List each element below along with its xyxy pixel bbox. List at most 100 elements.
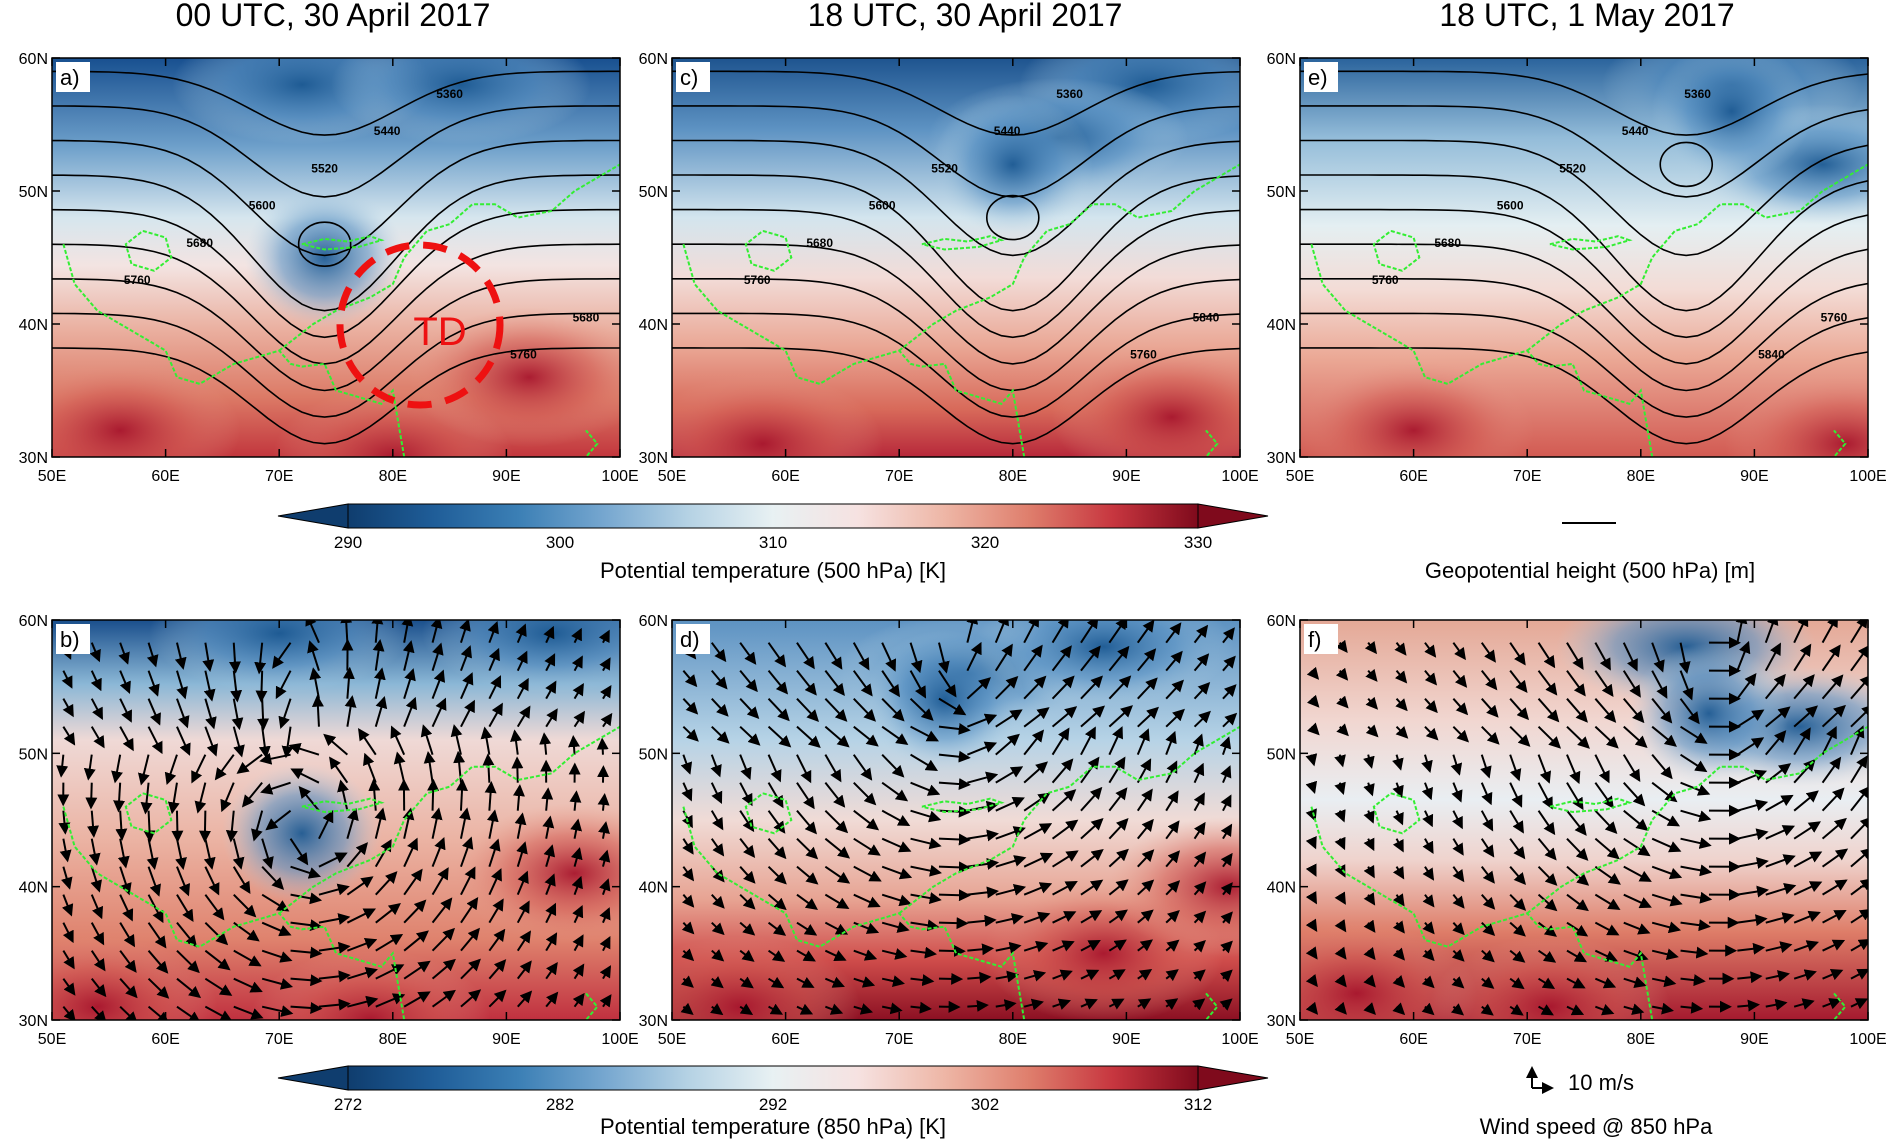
wind-vector [853, 725, 879, 747]
wind-vector [1623, 725, 1648, 749]
wind-vector [599, 907, 611, 924]
wind-vector [1764, 673, 1786, 700]
wind-vector [1452, 670, 1468, 688]
wind-vector [539, 732, 552, 755]
wind-vector [739, 642, 757, 665]
wind-vector [1765, 706, 1791, 728]
wind-vector [232, 838, 245, 870]
panel-frame [1299, 57, 1869, 458]
wind-vector [682, 697, 699, 715]
wind-vector [204, 977, 233, 996]
x-tick-label: 80E [999, 468, 1027, 485]
wind-vector [853, 781, 877, 806]
wind-vector [176, 670, 188, 700]
wind-vector [204, 1005, 233, 1020]
x-tick-label: 60E [151, 468, 179, 485]
wind-vector [1394, 670, 1408, 684]
panel-label-box [56, 62, 90, 92]
wind-vector [1622, 698, 1645, 724]
wind-vector [236, 753, 263, 774]
wind-vector [1193, 910, 1207, 924]
wind-vector [1793, 940, 1819, 952]
wind-vector [881, 809, 911, 827]
wind-vector [318, 913, 351, 925]
wind-vector [711, 921, 725, 936]
wind-vector [1737, 857, 1769, 869]
caspian-sea-outline [124, 792, 173, 835]
x-tick-label: 90E [492, 1031, 520, 1048]
wind-vector [232, 726, 245, 758]
wind-vector [881, 865, 913, 880]
wind-vector [598, 629, 610, 644]
wind-vector [881, 921, 910, 933]
panel-b-field [52, 620, 620, 1020]
wind-vector [290, 1001, 323, 1014]
wind-vector [1651, 948, 1679, 961]
lake-balkhash-outline [921, 797, 1005, 814]
wind-vector [995, 913, 1024, 925]
height-contour [672, 347, 1240, 445]
wind-vector [1193, 681, 1211, 700]
x-tick-label: 100E [1221, 1031, 1258, 1048]
contour-label: 5520 [931, 161, 958, 175]
wind-vector [710, 642, 727, 663]
wind-vector [1363, 754, 1375, 769]
wind-vector [852, 670, 873, 697]
contour-label: 5760 [124, 273, 151, 287]
wind-vector [1165, 679, 1184, 700]
wind-vector [318, 852, 348, 868]
wind-vector [796, 921, 818, 936]
wind-vector [90, 866, 102, 893]
wind-vector [796, 725, 821, 749]
wind-vector [1052, 940, 1075, 952]
wind-vector [1136, 620, 1155, 644]
wind-vector [967, 886, 999, 899]
caspian-sea-outline [1372, 792, 1421, 835]
wind-vector [680, 1002, 694, 1015]
wind-vector [1306, 666, 1320, 680]
wind-vector [824, 697, 848, 722]
bottom-cbar-tick: 272 [334, 1095, 362, 1114]
x-tick-label: 70E [1513, 468, 1541, 485]
country-border [278, 725, 620, 915]
wind-vector [202, 642, 215, 672]
wind-vector [241, 782, 263, 808]
wind-vector [261, 1005, 294, 1017]
wind-vector [403, 868, 423, 896]
wind-vector [62, 950, 75, 970]
wind-vector [966, 741, 998, 756]
contour-label: 5760 [510, 348, 537, 362]
wind-vector [1651, 921, 1682, 934]
panel-frame [51, 57, 621, 458]
panel-label: d) [680, 627, 700, 652]
wind-vector [1222, 627, 1235, 644]
wind-vector [682, 670, 698, 688]
wind-vector [176, 894, 194, 923]
wind-vector [881, 697, 905, 722]
wind-vector [488, 868, 502, 896]
wind-vector [357, 728, 377, 756]
wind-vector [680, 975, 694, 988]
wind-vector [1481, 921, 1496, 937]
wind-vector [1422, 948, 1435, 962]
wind-vector [711, 697, 729, 717]
wind-vector [488, 898, 504, 924]
wind-vector [1452, 642, 1466, 661]
wind-vector [1793, 910, 1821, 924]
wind-vector [1765, 883, 1797, 896]
wind-vector [204, 698, 217, 730]
x-tick-label: 100E [601, 1031, 638, 1048]
wind-vector [460, 672, 474, 700]
wind-vector [174, 642, 187, 670]
wind-vector [516, 870, 529, 896]
wind-vector [739, 697, 760, 720]
wind-vector [1680, 837, 1712, 849]
wind-vector [1023, 675, 1047, 700]
cold-core [932, 94, 1093, 235]
wind-vector [374, 807, 387, 839]
wind-vector [1392, 974, 1406, 988]
wind-vector [1052, 850, 1079, 868]
wind-vector [427, 778, 440, 811]
x-tick-label: 70E [265, 468, 293, 485]
wind-vector [1165, 790, 1179, 812]
